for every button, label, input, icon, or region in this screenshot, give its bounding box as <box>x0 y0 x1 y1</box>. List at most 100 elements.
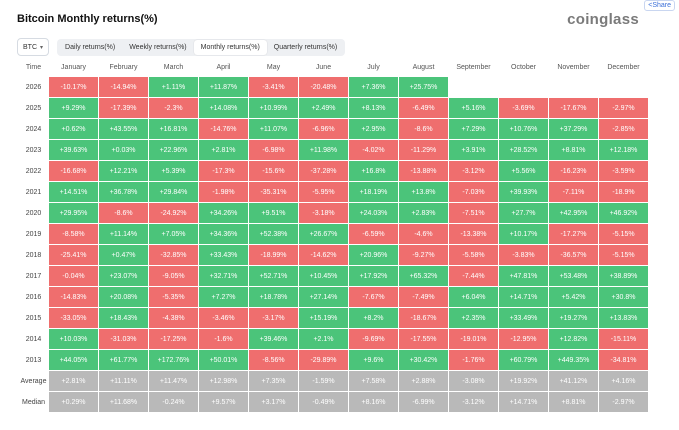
return-cell: -17.67% <box>549 98 598 118</box>
return-cell: +11.47% <box>149 371 198 391</box>
returns-table: Time January February March April May June July… <box>18 57 649 413</box>
table-row: 2023 +39.63% +0.03% +22.96% +2.81% -6.98% +11.… <box>19 140 648 160</box>
return-cell: +3.91% <box>449 140 498 160</box>
return-cell: -3.83% <box>499 245 548 265</box>
return-cell: +12.82% <box>549 329 598 349</box>
row-label: 2013 <box>19 350 48 370</box>
return-cell: -6.59% <box>349 224 398 244</box>
return-cell: -12.95% <box>499 329 548 349</box>
return-cell: -7.51% <box>449 203 498 223</box>
share-icon: < <box>648 2 653 9</box>
return-cell: +14.51% <box>49 182 98 202</box>
return-cell: +13.8% <box>399 182 448 202</box>
asset-select-value: BTC <box>23 43 37 51</box>
return-cell: +0.62% <box>49 119 98 139</box>
return-cell: -33.05% <box>49 308 98 328</box>
return-cell: +8.81% <box>549 140 598 160</box>
return-cell: +37.29% <box>549 119 598 139</box>
table-row: 2014 +10.03% -31.03% -17.25% -1.6% +39.46% +2.… <box>19 329 648 349</box>
return-cell: -16.23% <box>549 161 598 181</box>
return-cell: -13.88% <box>399 161 448 181</box>
return-cell: +22.96% <box>149 140 198 160</box>
tab-quarterly-returns[interactable]: Quarterly returns(%) <box>273 43 338 51</box>
row-label: 2023 <box>19 140 48 160</box>
return-cell: +12.18% <box>599 140 648 160</box>
return-cell: +8.2% <box>349 308 398 328</box>
return-cell: +8.16% <box>349 392 398 412</box>
row-label: 2025 <box>19 98 48 118</box>
return-cell: -18.99% <box>249 245 298 265</box>
return-cell: -10.17% <box>49 77 98 97</box>
return-cell: +13.83% <box>599 308 648 328</box>
empty-cell <box>449 77 498 97</box>
share-label: Share <box>652 2 671 9</box>
return-cell: -19.01% <box>449 329 498 349</box>
column-header-june: June <box>315 63 332 71</box>
return-cell: +12.21% <box>99 161 148 181</box>
row-label: 2014 <box>19 329 48 349</box>
table-row: 2018 -25.41% +0.47% -32.85% +33.43% -18.99% -1… <box>19 245 648 265</box>
return-cell: +2.95% <box>349 119 398 139</box>
tab-weekly-returns[interactable]: Weekly returns(%) <box>129 43 187 51</box>
return-cell: +12.98% <box>199 371 248 391</box>
tab-monthly-returns[interactable]: Monthly returns(%) <box>193 39 267 55</box>
row-label: 2022 <box>19 161 48 181</box>
return-cell: -3.12% <box>449 392 498 412</box>
return-cell: -11.29% <box>399 140 448 160</box>
table-header-row: Time January February March April May June July… <box>19 58 648 76</box>
return-cell: +9.29% <box>49 98 98 118</box>
table-row: 2021 +14.51% +36.78% +29.84% -1.98% -35.31% -5… <box>19 182 648 202</box>
return-cell: -14.94% <box>99 77 148 97</box>
return-cell: +27.7% <box>499 203 548 223</box>
return-cell: +7.27% <box>199 287 248 307</box>
return-cell: -15.6% <box>249 161 298 181</box>
return-cell: +7.35% <box>249 371 298 391</box>
empty-cell <box>549 77 598 97</box>
share-button[interactable]: <Share <box>644 0 675 11</box>
return-cell: +449.35% <box>549 350 598 370</box>
return-cell: -18.67% <box>399 308 448 328</box>
return-cell: -14.76% <box>199 119 248 139</box>
column-header-august: August <box>412 63 435 71</box>
return-cell: -3.08% <box>449 371 498 391</box>
return-cell: +60.79% <box>499 350 548 370</box>
column-header-may: May <box>266 63 281 71</box>
return-cell: -34.81% <box>599 350 648 370</box>
asset-select[interactable]: BTC ▾ <box>17 38 50 56</box>
return-cell: +18.78% <box>249 287 298 307</box>
return-cell: +9.51% <box>249 203 298 223</box>
return-cell: -3.12% <box>449 161 498 181</box>
return-cell: +5.16% <box>449 98 498 118</box>
return-cell: -5.15% <box>599 245 648 265</box>
return-cell: -17.39% <box>99 98 148 118</box>
return-cell: -9.27% <box>399 245 448 265</box>
return-cell: -0.24% <box>149 392 198 412</box>
column-header-time: Time <box>25 63 42 71</box>
return-cell: -7.11% <box>549 182 598 202</box>
row-label: 2016 <box>19 287 48 307</box>
return-cell: +7.05% <box>149 224 198 244</box>
return-cell: +17.92% <box>349 266 398 286</box>
return-cell: +19.92% <box>499 371 548 391</box>
return-cell: +10.76% <box>499 119 548 139</box>
return-cell: +38.89% <box>599 266 648 286</box>
return-cell: +1.11% <box>149 77 198 97</box>
table-row: 2024 +0.62% +43.55% +16.81% -14.76% +11.07% -6… <box>19 119 648 139</box>
tab-daily-returns[interactable]: Daily returns(%) <box>65 43 116 51</box>
return-cell: -3.41% <box>249 77 298 97</box>
table-row: 2013 +44.05% +61.77% +172.76% +50.01% -8.56% -… <box>19 350 648 370</box>
row-label: 2017 <box>19 266 48 286</box>
return-cell: -5.15% <box>599 224 648 244</box>
return-cell: +34.26% <box>199 203 248 223</box>
return-cell: +30.8% <box>599 287 648 307</box>
return-cell: +20.96% <box>349 245 398 265</box>
return-cell: +8.81% <box>549 392 598 412</box>
return-cell: +43.55% <box>99 119 148 139</box>
return-cell: +5.56% <box>499 161 548 181</box>
return-cell: -3.69% <box>499 98 548 118</box>
row-label: 2024 <box>19 119 48 139</box>
return-cell: +28.52% <box>499 140 548 160</box>
return-cell: +20.08% <box>99 287 148 307</box>
return-cell: +5.39% <box>149 161 198 181</box>
table-row: 2019 -8.58% +11.14% +7.05% +34.36% +52.38% +26… <box>19 224 648 244</box>
